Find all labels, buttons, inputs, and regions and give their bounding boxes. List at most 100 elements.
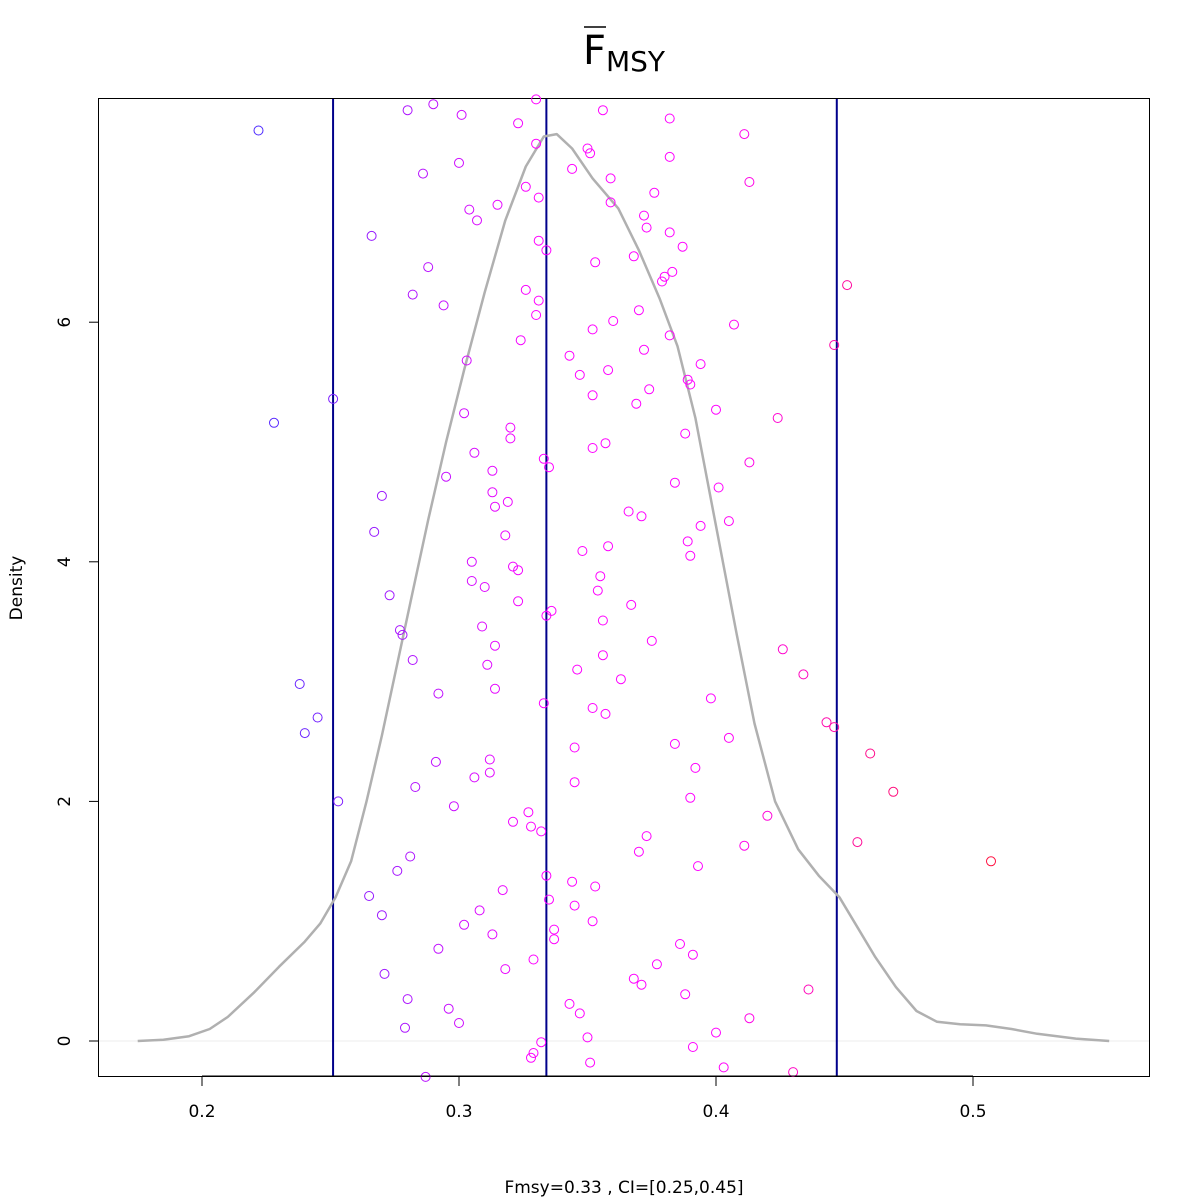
data-point — [675, 939, 685, 949]
data-point — [433, 688, 444, 699]
x-tick-label: 0.4 — [702, 1102, 729, 1122]
data-point — [693, 861, 703, 872]
data-point — [487, 929, 498, 940]
data-point — [567, 163, 578, 174]
data-point — [328, 393, 339, 404]
data-point — [603, 541, 614, 552]
data-point — [531, 310, 542, 320]
data-point — [685, 792, 696, 803]
data-point — [705, 693, 716, 704]
data-point — [469, 447, 480, 458]
data-point — [410, 782, 421, 792]
data-point — [482, 659, 493, 670]
data-point — [466, 556, 477, 567]
data-point — [294, 679, 305, 689]
data-point — [603, 365, 614, 376]
data-point — [628, 251, 639, 262]
data-point — [829, 722, 840, 733]
data-point — [438, 300, 449, 311]
data-point — [687, 949, 698, 960]
data-point — [865, 748, 876, 759]
data-point — [788, 1067, 799, 1078]
data-point — [528, 1048, 539, 1058]
y-axis: 0 2 4 6 — [55, 317, 99, 1046]
data-point — [569, 742, 580, 753]
data-point — [536, 826, 547, 837]
data-point — [536, 1037, 547, 1048]
data-point — [592, 585, 603, 596]
data-point — [590, 881, 601, 892]
data-point — [500, 530, 511, 541]
data-point — [477, 621, 488, 632]
data-point — [487, 465, 498, 476]
data-point — [513, 596, 524, 607]
data-point — [888, 786, 899, 797]
data-point — [505, 433, 516, 444]
data-point — [569, 777, 580, 788]
data-point — [651, 959, 662, 970]
data-point — [541, 870, 552, 881]
data-point — [379, 968, 390, 979]
data-point — [397, 629, 408, 640]
data-point — [798, 669, 809, 680]
data-point — [685, 550, 696, 561]
data-point — [369, 526, 380, 537]
data-point — [520, 181, 531, 192]
data-point — [405, 851, 416, 862]
data-point — [723, 732, 734, 743]
data-point — [533, 295, 544, 306]
data-point — [502, 496, 513, 507]
data-point — [729, 319, 739, 330]
data-point — [582, 1032, 593, 1043]
data-point — [479, 582, 490, 592]
data-point — [312, 712, 323, 723]
data-point — [490, 640, 500, 651]
data-point — [469, 772, 480, 783]
data-point — [649, 187, 660, 198]
data-point — [466, 576, 477, 586]
data-point — [587, 324, 598, 335]
data-point — [597, 615, 608, 626]
data-point — [456, 109, 467, 120]
data-point — [641, 222, 652, 233]
data-point — [615, 674, 626, 685]
data-point — [513, 565, 524, 576]
data-point — [718, 1062, 729, 1073]
data-point — [441, 471, 452, 482]
data-point — [585, 1057, 596, 1068]
data-point — [376, 910, 387, 921]
data-point — [392, 865, 403, 876]
data-point — [490, 683, 500, 694]
data-point — [597, 650, 608, 661]
data-point — [744, 1013, 755, 1024]
data-point — [585, 148, 596, 159]
data-point — [695, 520, 706, 531]
data-point — [364, 891, 375, 901]
data-point — [628, 973, 639, 984]
data-point — [541, 245, 552, 256]
data-point — [669, 738, 680, 749]
data-point — [433, 943, 444, 954]
data-point — [744, 177, 755, 187]
data-point — [639, 210, 649, 221]
data-point — [664, 151, 675, 162]
data-point — [762, 810, 773, 821]
data-point — [500, 964, 511, 975]
data-point — [538, 453, 549, 464]
data-point — [605, 173, 616, 184]
plot-frame — [98, 98, 1150, 1077]
data-point — [461, 355, 472, 366]
data-point — [695, 359, 706, 370]
density-line — [137, 132, 1110, 1043]
data-point — [657, 276, 667, 287]
x-axis: 0.2 0.3 0.4 0.5 — [188, 1075, 987, 1122]
data-point — [513, 118, 524, 129]
data-point — [407, 655, 418, 665]
data-point — [680, 428, 691, 439]
data-point — [428, 99, 439, 110]
data-point — [533, 235, 544, 246]
data-point — [587, 703, 598, 713]
data-point — [459, 919, 470, 930]
data-point — [538, 698, 549, 709]
data-point — [508, 816, 518, 827]
